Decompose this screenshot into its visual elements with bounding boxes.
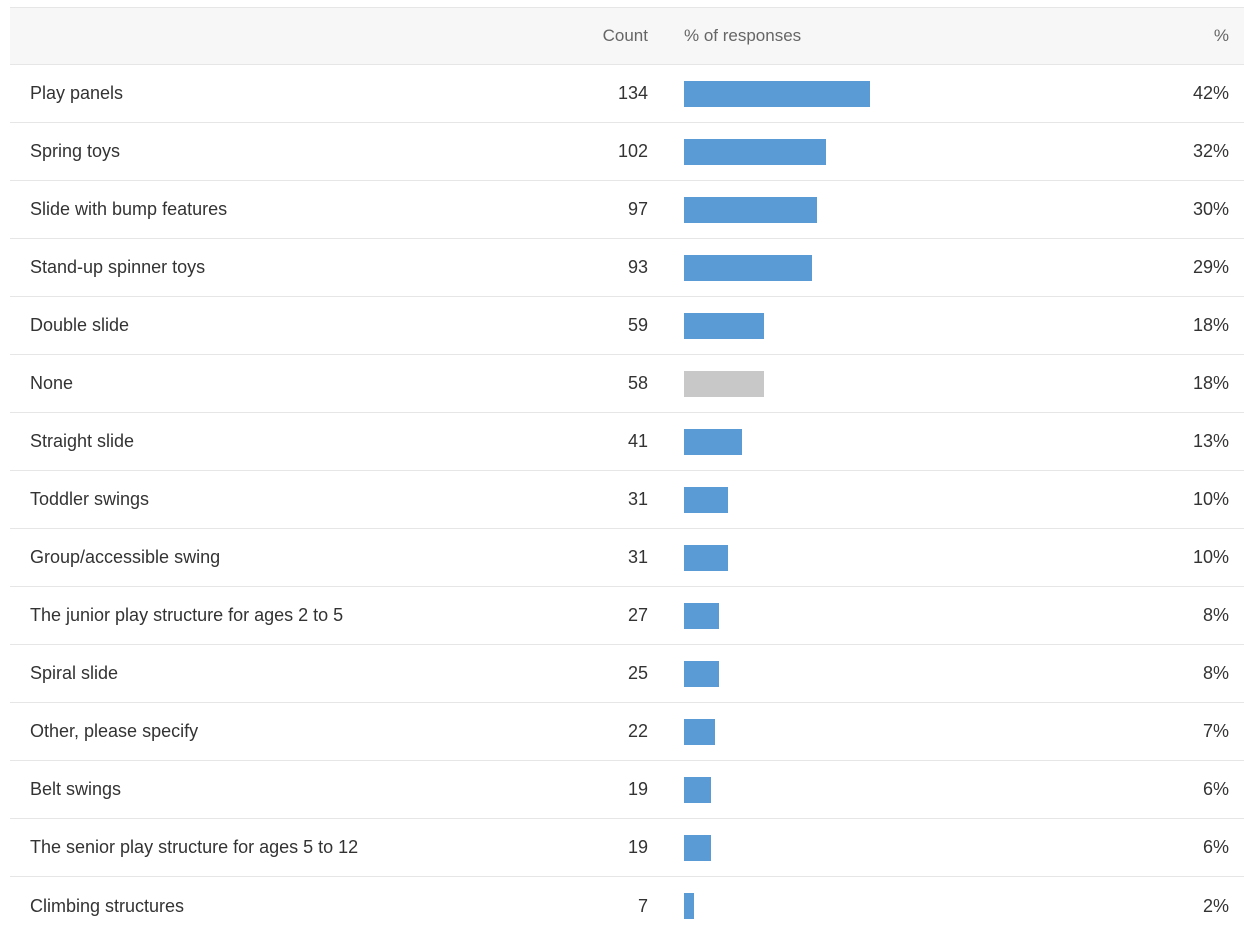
bar-cell bbox=[684, 181, 1124, 238]
row-label: Spring toys bbox=[30, 141, 121, 161]
bar-cell bbox=[684, 529, 1124, 586]
row-percent: 6% bbox=[1202, 837, 1229, 857]
row-count: 31 bbox=[627, 489, 648, 509]
bar-cell bbox=[684, 65, 1124, 122]
table-row: Stand-up spinner toys 93 29% bbox=[10, 239, 1244, 297]
row-count: 22 bbox=[627, 721, 648, 741]
row-percent: 8% bbox=[1202, 605, 1229, 625]
row-percent: 2% bbox=[1202, 895, 1229, 916]
row-count: 58 bbox=[627, 373, 648, 393]
bar bbox=[684, 80, 870, 107]
table-row: Group/accessible swing 31 10% bbox=[10, 529, 1244, 587]
bar bbox=[684, 254, 812, 281]
table-row: Slide with bump features 97 30% bbox=[10, 181, 1244, 239]
bar bbox=[684, 776, 711, 803]
row-label: Play panels bbox=[30, 83, 124, 103]
row-count: 59 bbox=[627, 315, 648, 335]
row-percent: 18% bbox=[1192, 315, 1229, 335]
bar bbox=[684, 893, 694, 919]
row-count: 41 bbox=[627, 431, 648, 451]
table-row: Spring toys 102 32% bbox=[10, 123, 1244, 181]
table-row: Belt swings 19 6% bbox=[10, 761, 1244, 819]
row-label: Group/accessible swing bbox=[30, 547, 221, 567]
table-row: The senior play structure for ages 5 to … bbox=[10, 819, 1244, 877]
bar bbox=[684, 602, 719, 629]
row-label: Straight slide bbox=[30, 431, 135, 451]
row-label: Other, please specify bbox=[30, 721, 199, 741]
row-percent: 7% bbox=[1202, 721, 1229, 741]
table-row: Toddler swings 31 10% bbox=[10, 471, 1244, 529]
results-table: Count % of responses % Play panels 134 42%… bbox=[10, 7, 1244, 935]
bar bbox=[684, 660, 719, 687]
bar-cell bbox=[684, 123, 1124, 180]
bar-cell bbox=[684, 587, 1124, 644]
row-count: 27 bbox=[627, 605, 648, 625]
row-percent: 42% bbox=[1192, 83, 1229, 103]
percent-header: % bbox=[1213, 26, 1229, 45]
bar bbox=[684, 486, 728, 513]
row-count: 93 bbox=[627, 257, 648, 277]
table-row: Double slide 59 18% bbox=[10, 297, 1244, 355]
bar-cell bbox=[684, 297, 1124, 354]
row-count: 19 bbox=[627, 837, 648, 857]
table-row: Play panels 134 42% bbox=[10, 65, 1244, 123]
row-percent: 10% bbox=[1192, 489, 1229, 509]
row-label: None bbox=[30, 373, 74, 393]
row-count: 25 bbox=[627, 663, 648, 683]
bar bbox=[684, 138, 826, 165]
bar bbox=[684, 196, 817, 223]
row-count: 19 bbox=[627, 779, 648, 799]
table-row: Climbing structures 7 2% bbox=[10, 877, 1244, 935]
row-percent: 29% bbox=[1192, 257, 1229, 277]
bar bbox=[684, 544, 728, 571]
row-percent: 30% bbox=[1192, 199, 1229, 219]
row-label: Climbing structures bbox=[30, 895, 185, 916]
row-count: 102 bbox=[617, 141, 648, 161]
bar-cell bbox=[684, 877, 1124, 935]
table-row: Other, please specify 22 7% bbox=[10, 703, 1244, 761]
bar-cell bbox=[684, 645, 1124, 702]
row-count: 7 bbox=[637, 895, 648, 916]
row-label: Belt swings bbox=[30, 779, 122, 799]
bar bbox=[684, 834, 711, 861]
bar-cell bbox=[684, 703, 1124, 760]
table-row: Straight slide 41 13% bbox=[10, 413, 1244, 471]
count-header: Count bbox=[602, 26, 648, 45]
row-percent: 32% bbox=[1192, 141, 1229, 161]
bar-cell bbox=[684, 471, 1124, 528]
row-label: Spiral slide bbox=[30, 663, 119, 683]
row-percent: 18% bbox=[1192, 373, 1229, 393]
row-label: Slide with bump features bbox=[30, 199, 228, 219]
responses-header: % of responses bbox=[684, 26, 802, 45]
row-count: 97 bbox=[627, 199, 648, 219]
bar-cell bbox=[684, 413, 1124, 470]
bar-cell bbox=[684, 239, 1124, 296]
row-percent: 8% bbox=[1202, 663, 1229, 683]
table-row: The junior play structure for ages 2 to … bbox=[10, 587, 1244, 645]
bar-cell bbox=[684, 355, 1124, 412]
table-row: None 58 18% bbox=[10, 355, 1244, 413]
bar bbox=[684, 718, 715, 745]
row-percent: 10% bbox=[1192, 547, 1229, 567]
bar-cell bbox=[684, 761, 1124, 818]
table-row: Spiral slide 25 8% bbox=[10, 645, 1244, 703]
table-body: Play panels 134 42% Spring toys 102 32% Slide … bbox=[10, 65, 1244, 935]
bar-cell bbox=[684, 819, 1124, 876]
table-header: Count % of responses % bbox=[10, 7, 1244, 65]
row-label: Toddler swings bbox=[30, 489, 150, 509]
bar bbox=[684, 312, 764, 339]
row-label: Stand-up spinner toys bbox=[30, 257, 206, 277]
row-label: Double slide bbox=[30, 315, 130, 335]
row-label: The junior play structure for ages 2 to … bbox=[30, 605, 344, 625]
row-label: The senior play structure for ages 5 to … bbox=[30, 837, 359, 857]
bar bbox=[684, 370, 764, 397]
row-percent: 13% bbox=[1192, 431, 1229, 451]
row-count: 134 bbox=[617, 83, 648, 103]
row-percent: 6% bbox=[1202, 779, 1229, 799]
row-count: 31 bbox=[627, 547, 648, 567]
bar bbox=[684, 428, 742, 455]
